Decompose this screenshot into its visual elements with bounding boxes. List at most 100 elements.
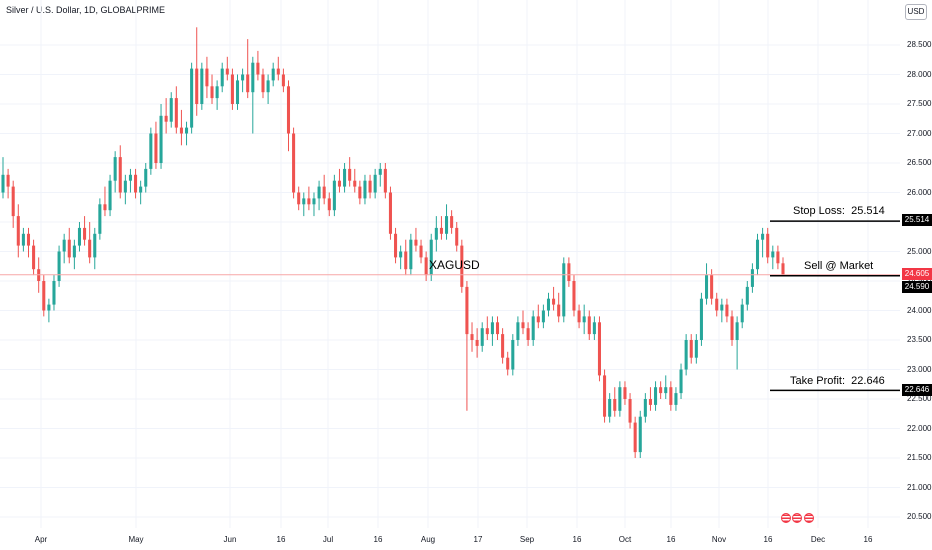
candle-body [745, 286, 749, 305]
candle-body [123, 180, 127, 193]
candle-body [669, 387, 673, 405]
x-tick-label: 16 [572, 535, 582, 544]
candle-body [582, 316, 586, 323]
candle-body [363, 180, 367, 199]
y-tick-label: 23.000 [907, 364, 932, 374]
candle-body [592, 322, 596, 335]
candlestick-series [1, 27, 785, 458]
candle-body [710, 275, 714, 299]
candle-body [521, 322, 525, 329]
candle-body [292, 133, 296, 193]
stop-loss-annotation: Stop Loss: 25.514 [793, 205, 885, 217]
candle-body [506, 357, 510, 370]
last-price-tag: 24.605 [902, 268, 932, 280]
candle-body [490, 322, 494, 335]
candle-body [322, 186, 326, 199]
candle-body [225, 68, 229, 75]
candle-body [251, 62, 255, 93]
candle-body [684, 340, 688, 370]
symbol-label: XAGUSD [429, 258, 480, 272]
entry-label: Sell @ Market [804, 260, 874, 272]
candle-body [623, 387, 627, 399]
candle-body [750, 269, 754, 287]
us-flag-icon[interactable] [792, 513, 803, 523]
candle-body [445, 216, 449, 234]
candle-body [383, 168, 387, 193]
candle-body [185, 127, 189, 134]
candle-body [439, 227, 443, 234]
candle-body [531, 316, 535, 340]
candle-body [220, 68, 224, 87]
y-tick-label: 23.500 [907, 335, 932, 344]
candle-body [465, 286, 469, 335]
candle-body [480, 328, 484, 346]
x-tick-label: 16 [373, 535, 383, 544]
us-flag-icon[interactable] [803, 513, 814, 523]
candle-body [348, 168, 352, 181]
y-tick-label: 28.500 [907, 40, 932, 49]
candle-body [725, 304, 729, 317]
candle-body [139, 186, 143, 193]
x-tick-label: May [128, 535, 144, 544]
candle-body [21, 233, 25, 246]
candle-body [190, 68, 194, 128]
y-tick-label: 28.000 [907, 69, 932, 79]
y-tick-label: 26.000 [907, 187, 932, 197]
candle-body [562, 263, 566, 317]
candle-body [603, 375, 607, 417]
candle-body [26, 233, 31, 246]
candle-body [103, 204, 107, 211]
candle-body [394, 233, 398, 258]
candle-body [776, 251, 780, 264]
candle-body [730, 316, 734, 340]
candle-body [552, 298, 556, 305]
events-flags[interactable] [781, 510, 814, 528]
candle-body [613, 399, 617, 411]
candle-body [495, 322, 500, 335]
y-tick-label: 21.000 [907, 482, 932, 492]
candle-body [281, 74, 285, 87]
candle-body [455, 227, 459, 246]
candle-body [419, 245, 423, 258]
candle-body [720, 304, 724, 311]
candle-body [205, 68, 209, 87]
candle-body [297, 192, 301, 205]
candle-body [83, 227, 87, 240]
take-profit-label: Take Profit: [790, 375, 846, 387]
y-tick-label: 20.500 [907, 512, 932, 521]
candle-body [179, 127, 183, 134]
candle-body [628, 399, 632, 423]
chart-header-title: Silver / U.S. Dollar, 1D, GLOBALPRIME [6, 5, 166, 15]
candle-body [6, 174, 10, 187]
candle-body [108, 180, 112, 211]
entry-annotation: Sell @ Market [804, 260, 873, 272]
x-tick-label: 16 [666, 535, 676, 544]
candle-body [98, 204, 102, 234]
candle-body [312, 198, 316, 205]
candle-body [378, 168, 382, 175]
stop-loss-label: Stop Loss: [793, 205, 845, 217]
candle-body [577, 310, 581, 323]
candle-body [373, 174, 377, 193]
candle-body [154, 133, 158, 163]
candle-body [618, 387, 622, 411]
candle-body [536, 316, 540, 323]
candle-body [699, 298, 703, 340]
candle-body [67, 239, 71, 258]
x-tick-label: Jul [322, 535, 334, 544]
candle-body [541, 310, 545, 323]
candle-body [174, 98, 178, 128]
candle-body [246, 74, 250, 93]
candle-body [230, 74, 234, 104]
candle-body [276, 68, 280, 75]
candle-body [567, 263, 571, 281]
candle-body [327, 198, 331, 211]
us-flag-icon[interactable] [781, 513, 791, 523]
candle-body [761, 233, 765, 240]
y-tick-label: 27.000 [907, 128, 932, 138]
candle-body [286, 86, 291, 134]
candle-body [674, 393, 678, 405]
currency-selector[interactable]: USD [905, 4, 927, 20]
y-tick-label: 22.500 [907, 394, 932, 403]
